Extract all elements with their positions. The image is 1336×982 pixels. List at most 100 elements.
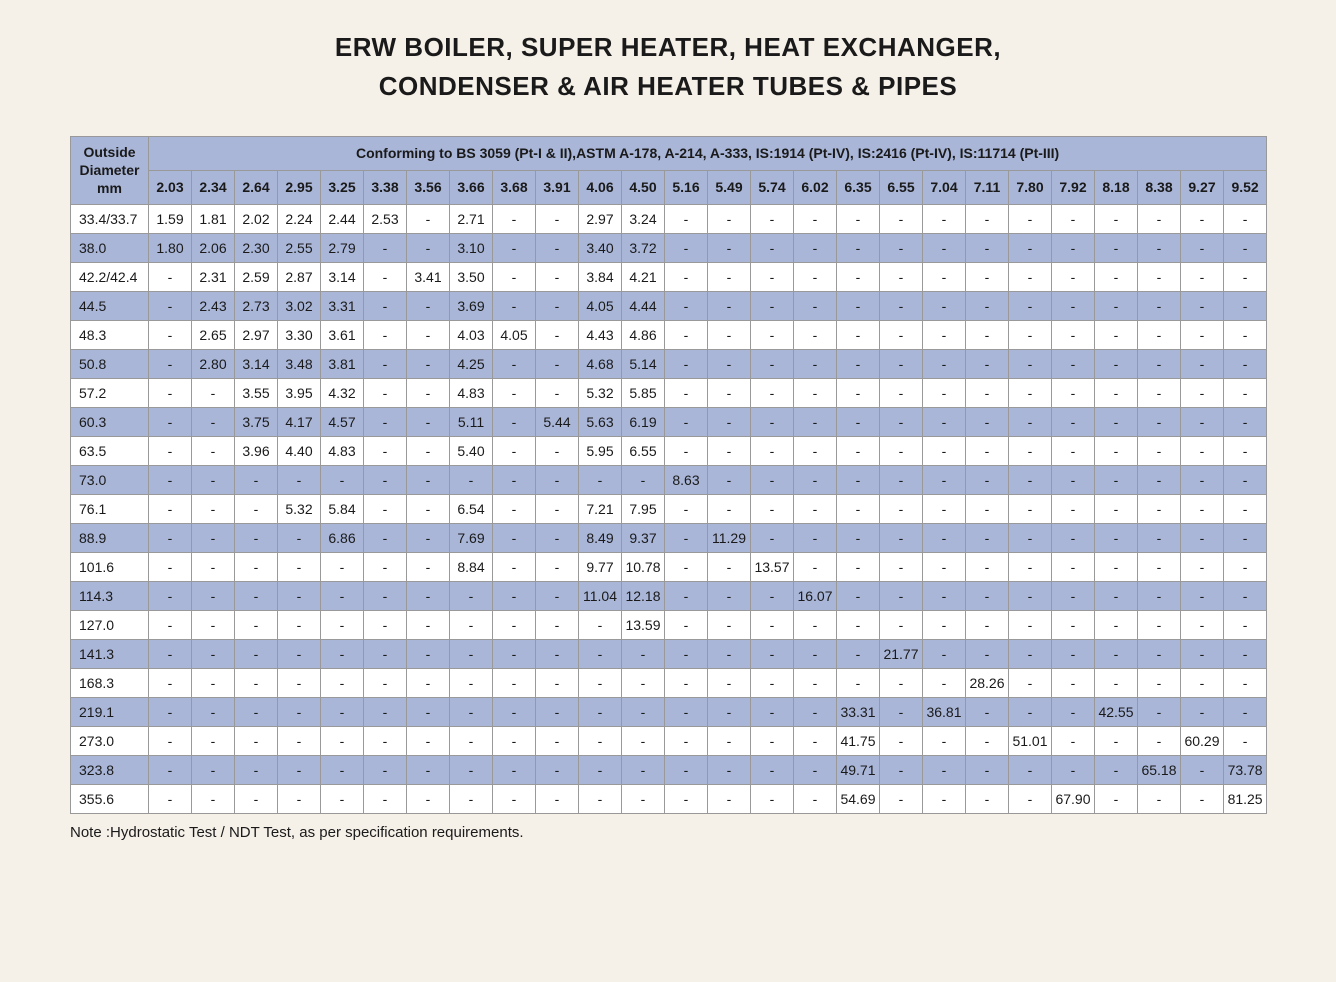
cell: - bbox=[1181, 639, 1224, 668]
cell: - bbox=[1095, 407, 1138, 436]
cell: - bbox=[1009, 204, 1052, 233]
cell: - bbox=[1138, 349, 1181, 378]
row-label: 48.3 bbox=[71, 320, 149, 349]
cell: 36.81 bbox=[923, 697, 966, 726]
cell: - bbox=[278, 755, 321, 784]
cell: - bbox=[1224, 233, 1267, 262]
cell: - bbox=[493, 610, 536, 639]
cell: - bbox=[966, 233, 1009, 262]
cell: - bbox=[192, 378, 235, 407]
cell: - bbox=[837, 407, 880, 436]
cell: - bbox=[1095, 320, 1138, 349]
cell: 13.59 bbox=[622, 610, 665, 639]
cell: - bbox=[407, 436, 450, 465]
cell: - bbox=[923, 436, 966, 465]
cell: - bbox=[407, 320, 450, 349]
cell: - bbox=[837, 552, 880, 581]
cell: - bbox=[1181, 436, 1224, 465]
cell: 3.55 bbox=[235, 378, 278, 407]
cell: - bbox=[192, 465, 235, 494]
cell: - bbox=[794, 320, 837, 349]
cell: 4.25 bbox=[450, 349, 493, 378]
table-row: 101.6-------8.84--9.7710.78--13.57------… bbox=[71, 552, 1267, 581]
cell: - bbox=[708, 726, 751, 755]
cell: - bbox=[192, 581, 235, 610]
cell: - bbox=[751, 668, 794, 697]
cell: - bbox=[966, 349, 1009, 378]
cell: 16.07 bbox=[794, 581, 837, 610]
cell: 6.86 bbox=[321, 523, 364, 552]
cell: - bbox=[278, 784, 321, 813]
page-title: ERW BOILER, SUPER HEATER, HEAT EXCHANGER… bbox=[60, 28, 1276, 106]
cell: 2.55 bbox=[278, 233, 321, 262]
cell: - bbox=[493, 407, 536, 436]
cell: - bbox=[665, 523, 708, 552]
cell: - bbox=[1224, 668, 1267, 697]
cell: - bbox=[450, 697, 493, 726]
cell: 13.57 bbox=[751, 552, 794, 581]
column-header: 7.92 bbox=[1052, 170, 1095, 204]
cell: - bbox=[1181, 233, 1224, 262]
cell: 3.14 bbox=[321, 262, 364, 291]
cell: - bbox=[708, 639, 751, 668]
cell: - bbox=[579, 668, 622, 697]
cell: - bbox=[880, 436, 923, 465]
cell: - bbox=[880, 610, 923, 639]
cell: - bbox=[493, 784, 536, 813]
cell: - bbox=[192, 494, 235, 523]
cell: - bbox=[880, 262, 923, 291]
footnote: Note :Hydrostatic Test / NDT Test, as pe… bbox=[70, 824, 1276, 841]
cell: - bbox=[1138, 233, 1181, 262]
cell: - bbox=[536, 233, 579, 262]
cell: - bbox=[794, 436, 837, 465]
cell: - bbox=[923, 320, 966, 349]
cell: - bbox=[1009, 755, 1052, 784]
cell: - bbox=[751, 639, 794, 668]
cell: - bbox=[579, 755, 622, 784]
cell: - bbox=[235, 494, 278, 523]
cell: - bbox=[880, 523, 923, 552]
cell: - bbox=[1138, 639, 1181, 668]
table-row: 141.3-----------------21.77-------- bbox=[71, 639, 1267, 668]
column-header: 7.04 bbox=[923, 170, 966, 204]
cell: - bbox=[536, 639, 579, 668]
cell: - bbox=[1224, 581, 1267, 610]
cell: - bbox=[923, 465, 966, 494]
cell: - bbox=[880, 349, 923, 378]
cell: - bbox=[966, 581, 1009, 610]
cell: - bbox=[1138, 668, 1181, 697]
cell: - bbox=[880, 755, 923, 784]
row-label: 50.8 bbox=[71, 349, 149, 378]
page: ERW BOILER, SUPER HEATER, HEAT EXCHANGER… bbox=[0, 0, 1336, 861]
cell: - bbox=[708, 291, 751, 320]
table-row: 355.6----------------54.69----67.90---81… bbox=[71, 784, 1267, 813]
cell: - bbox=[665, 552, 708, 581]
cell: - bbox=[794, 639, 837, 668]
cell: - bbox=[751, 262, 794, 291]
cell: - bbox=[1052, 668, 1095, 697]
table-row: 57.2--3.553.954.32--4.83--5.325.85------… bbox=[71, 378, 1267, 407]
cell: - bbox=[708, 378, 751, 407]
cell: - bbox=[837, 639, 880, 668]
cell: - bbox=[407, 407, 450, 436]
cell: - bbox=[880, 320, 923, 349]
cell: - bbox=[665, 639, 708, 668]
cell: - bbox=[278, 581, 321, 610]
cell: - bbox=[880, 784, 923, 813]
cell: - bbox=[1009, 697, 1052, 726]
cell: - bbox=[364, 784, 407, 813]
conforming-header: Conforming to BS 3059 (Pt-I & II),ASTM A… bbox=[149, 137, 1267, 171]
cell: - bbox=[235, 784, 278, 813]
cell: - bbox=[708, 204, 751, 233]
column-header: 3.68 bbox=[493, 170, 536, 204]
cell: - bbox=[149, 697, 192, 726]
cell: - bbox=[794, 755, 837, 784]
cell: 5.85 bbox=[622, 378, 665, 407]
row-label: 63.5 bbox=[71, 436, 149, 465]
row-label: 57.2 bbox=[71, 378, 149, 407]
cell: - bbox=[407, 697, 450, 726]
cell: - bbox=[407, 726, 450, 755]
column-header: 6.02 bbox=[794, 170, 837, 204]
cell: - bbox=[536, 291, 579, 320]
cell: - bbox=[536, 784, 579, 813]
